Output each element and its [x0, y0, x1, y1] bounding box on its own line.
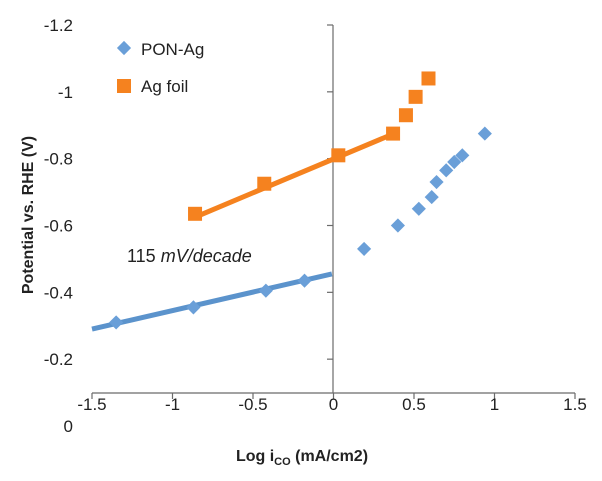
point-pon-ag — [429, 174, 444, 190]
point-ag-foil — [257, 176, 272, 191]
legend-marker-ag-foil — [117, 79, 131, 93]
point-pon-ag — [357, 241, 372, 256]
y-tick-label: -1.2 — [44, 16, 73, 35]
legend-label-pon-ag: PON-Ag — [141, 40, 204, 59]
x-axis-title: Log iCO (mA/cm2) — [236, 448, 368, 468]
y-tick-label: -0.4 — [44, 283, 73, 302]
x-tick-label: -0.5 — [238, 395, 267, 414]
y-tick-label: -0.6 — [44, 217, 73, 236]
point-pon-ag — [390, 218, 405, 233]
y-tick-label-zero: 0 — [64, 417, 73, 436]
point-ag-foil — [188, 206, 203, 221]
x-tick-label: -1 — [165, 395, 180, 414]
fit-line-ag-foil — [194, 129, 399, 220]
y-axis-title: Potential vs. RHE (V) — [20, 136, 37, 294]
x-tick-label: 0 — [329, 395, 338, 414]
tick-labels-layer: -0.2-0.4-0.6-0.8-1-1.20-1.5 -1 -0.5 0 0.5 1 1.… — [44, 16, 587, 436]
point-pon-ag — [109, 315, 124, 330]
slope-annotation: 115 mV/decade — [127, 246, 252, 266]
y-tick-label: -0.8 — [44, 150, 73, 169]
x-tick-label: -1.5 — [77, 395, 106, 414]
point-pon-ag — [477, 126, 492, 141]
markers-layer — [109, 71, 492, 330]
fit-line-pon-ag — [91, 271, 333, 332]
x-tick-label: 1 — [490, 395, 499, 414]
point-pon-ag — [439, 163, 454, 178]
x-axis-title-subscript: CO — [274, 456, 291, 468]
point-ag-foil — [421, 71, 436, 86]
slope-annotation-unit: mV/decade — [161, 246, 252, 266]
point-ag-foil — [398, 108, 413, 123]
point-pon-ag — [258, 283, 273, 298]
point-ag-foil — [408, 89, 423, 104]
point-pon-ag — [186, 300, 201, 315]
fit-lines-layer — [91, 129, 399, 332]
x-axis-title-main: Log i — [236, 448, 274, 465]
point-pon-ag — [297, 273, 312, 288]
point-ag-foil — [331, 148, 346, 163]
point-pon-ag — [411, 201, 426, 216]
y-tick-label: -0.2 — [44, 350, 73, 369]
legend-marker-pon-ag — [116, 40, 132, 56]
slope-annotation-value: 115 — [127, 246, 161, 266]
x-axis-title-units: (mA/cm2) — [291, 448, 368, 465]
x-tick-label: 0.5 — [402, 395, 426, 414]
point-pon-ag — [455, 148, 470, 163]
point-ag-foil — [386, 126, 401, 141]
legend: PON-Ag Ag foil — [116, 40, 204, 96]
point-pon-ag — [447, 154, 462, 170]
x-tick-label: 1.5 — [563, 395, 587, 414]
y-tick-label: -1 — [58, 83, 73, 102]
legend-label-ag-foil: Ag foil — [141, 77, 188, 96]
point-pon-ag — [424, 190, 439, 205]
